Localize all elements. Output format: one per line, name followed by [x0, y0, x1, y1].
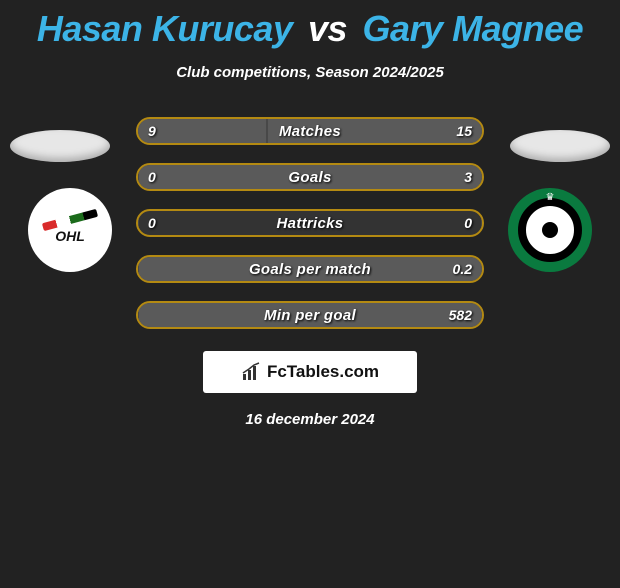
stat-label: Min per goal [138, 307, 482, 324]
country-oval-left [10, 130, 110, 162]
title-vs: vs [308, 8, 347, 49]
title-player1: Hasan Kurucay [37, 8, 293, 49]
cercle-dot-icon [542, 222, 558, 238]
stat-row-hattricks: 0 Hattricks 0 [136, 209, 484, 237]
stat-label: Goals per match [138, 261, 482, 278]
stat-value-right: 15 [456, 123, 472, 139]
footer-date: 16 december 2024 [0, 411, 620, 428]
footer-logo: FcTables.com [203, 351, 417, 393]
subtitle: Club competitions, Season 2024/2025 [0, 64, 620, 81]
page-title: Hasan Kurucay vs Gary Magnee [0, 8, 620, 50]
stat-row-goals: 0 Goals 3 [136, 163, 484, 191]
club-crest-left: OHL [28, 188, 112, 272]
cercle-ring-icon [518, 198, 582, 262]
stat-value-right: 0.2 [453, 261, 472, 277]
stat-label: Goals [138, 169, 482, 186]
stat-row-matches: 9 Matches 15 [136, 117, 484, 145]
ohl-logo: OHL [28, 188, 112, 272]
stat-label: Matches [138, 123, 482, 140]
stat-value-right: 582 [449, 307, 472, 323]
footer-logo-text: FcTables.com [267, 362, 379, 382]
stats-container: 9 Matches 15 0 Goals 3 0 Hattricks 0 Goa… [136, 117, 484, 329]
crown-icon: ♛ [546, 192, 555, 203]
stat-label: Hattricks [138, 215, 482, 232]
stat-value-right: 0 [464, 215, 472, 231]
stat-row-min-per-goal: Min per goal 582 [136, 301, 484, 329]
stat-value-right: 3 [464, 169, 472, 185]
stat-row-goals-per-match: Goals per match 0.2 [136, 255, 484, 283]
title-player2: Gary Magnee [363, 8, 584, 49]
fctables-icon [241, 362, 261, 382]
country-oval-right [510, 130, 610, 162]
club-crest-right: ♛ [508, 188, 592, 272]
ohl-text: OHL [55, 228, 85, 244]
